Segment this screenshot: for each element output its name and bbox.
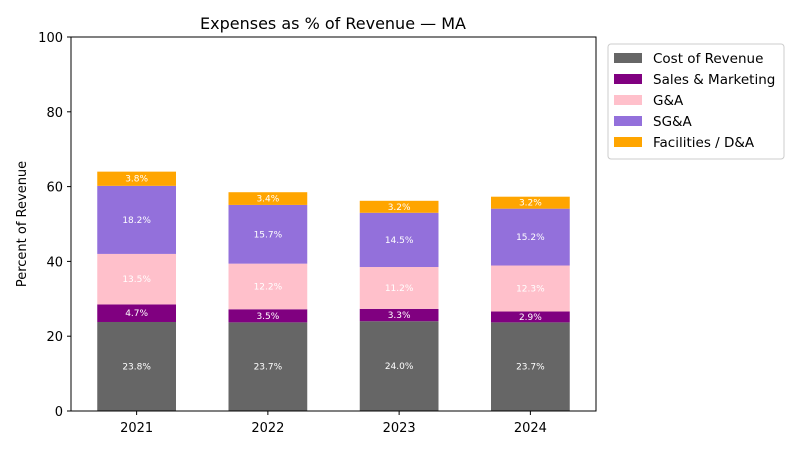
bar-segment-2022-4 [228,192,308,205]
bar-value-label: 15.7% [254,230,283,240]
legend-swatch [614,74,642,84]
x-tick-label: 2023 [383,421,416,436]
y-tick-label: 60 [46,181,63,196]
bar-value-label: 3.4% [256,195,279,205]
bar-value-label: 2.9% [519,313,542,323]
bar-value-label: 18.2% [122,216,151,226]
bar-value-label: 24.0% [385,362,414,372]
legend-swatch [614,95,642,105]
bar-value-label: 3.5% [256,312,279,322]
bar-value-label: 23.7% [254,363,283,373]
bar-value-label: 12.3% [516,285,545,295]
bar-segment-2024-3 [491,208,570,266]
bar-segment-2021-4 [97,171,176,186]
bar-segment-2024-4 [491,196,570,209]
y-tick-label: 100 [38,31,63,46]
legend-entry: Sales & Marketing [653,72,775,88]
bar-segment-2021-2 [97,253,176,305]
axes-frame [70,36,597,412]
legend-entry: SG&A [653,114,693,130]
x-tick-label: 2021 [120,421,153,436]
legend-swatch [614,53,642,63]
bar-segment-2022-1 [228,309,308,323]
y-axis-label: Percent of Revenue [15,161,30,287]
bar-segment-2022-3 [228,204,308,264]
bar-value-label: 4.7% [125,309,148,319]
y-tick-label: 20 [46,330,63,345]
bar-value-label: 23.8% [122,362,151,372]
bar-value-label: 23.7% [516,363,545,373]
bar-segment-2023-3 [359,212,439,268]
bar-segment-2021-1 [97,304,176,322]
legend-swatch [614,137,642,147]
bar-segment-2023-0 [359,321,439,411]
chart-title: Expenses as % of Revenue — MA [200,14,466,33]
x-tick-label: 2024 [514,421,547,436]
y-tick-label: 80 [46,106,63,121]
legend-entry: G&A [653,93,684,109]
bar-value-label: 11.2% [385,284,414,294]
bar-value-label: 13.5% [122,275,151,285]
bar-value-label: 12.2% [254,282,283,292]
legend-entry: Cost of Revenue [653,51,763,67]
bar-segment-2023-1 [359,308,439,322]
x-tick-label: 2022 [251,421,284,436]
bar-value-label: 15.2% [516,233,545,243]
bar-segment-2023-2 [359,267,439,309]
bar-segment-2021-0 [97,321,176,411]
plot-area: 23.8% 4.7% 13.5% 18.2% 3.8% 2021 23.7% 3.5% 12.2… [38,31,597,436]
bar-segment-2023-4 [359,200,439,213]
bar-value-label: 3.3% [388,311,411,321]
bar-segment-2021-3 [97,185,176,254]
legend-entry: Facilities / D&A [653,135,755,151]
bar-segment-2024-0 [491,322,570,411]
legend-swatch [614,116,642,126]
y-tick-label: 40 [46,255,63,270]
legend-box [607,43,785,160]
y-tick-label: 0 [55,405,63,420]
bar-segment-2024-2 [491,265,570,312]
bar-segment-2022-2 [228,263,308,310]
bar-segment-2022-0 [228,322,308,411]
bar-value-label: 3.2% [388,203,411,213]
bar-segment-2024-1 [491,311,570,323]
bar-value-label: 3.2% [519,199,542,209]
bar-value-label: 14.5% [385,236,414,246]
bar-value-label: 3.8% [125,175,148,185]
legend: Cost of Revenue Sales & Marketing G&A SG&A F… [607,43,785,160]
